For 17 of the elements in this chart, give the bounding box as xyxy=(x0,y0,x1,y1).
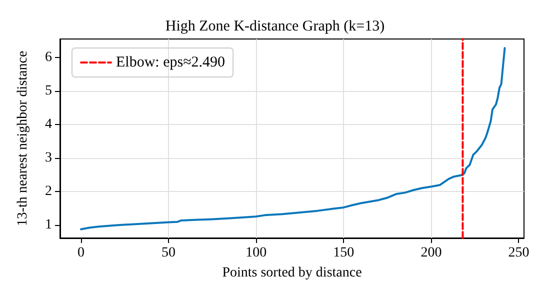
y-tick-label: 2 xyxy=(45,184,52,200)
x-tick-label: 200 xyxy=(420,246,442,260)
line-series xyxy=(80,47,506,230)
x-tick-label: 100 xyxy=(246,246,267,260)
x-tick-label: 250 xyxy=(508,246,530,260)
x-tick-label: 0 xyxy=(78,246,85,260)
y-tick-label: 4 xyxy=(45,117,52,132)
y-axis-title: 13-th nearest neighbor distance xyxy=(16,50,30,226)
y-tick-label: 6 xyxy=(45,50,52,65)
x-axis-title: Points sorted by distance xyxy=(222,266,362,280)
y-tick-label: 5 xyxy=(45,84,52,99)
legend-label: Elbow: eps≈2.490 xyxy=(116,54,226,70)
chart-title: High Zone K-distance Graph (k=13) xyxy=(165,18,385,34)
y-tick-label: 1 xyxy=(45,218,52,233)
x-tick-label: 50 xyxy=(162,246,176,260)
y-tick-label: 3 xyxy=(45,150,52,166)
x-tick-label: 150 xyxy=(333,246,354,260)
